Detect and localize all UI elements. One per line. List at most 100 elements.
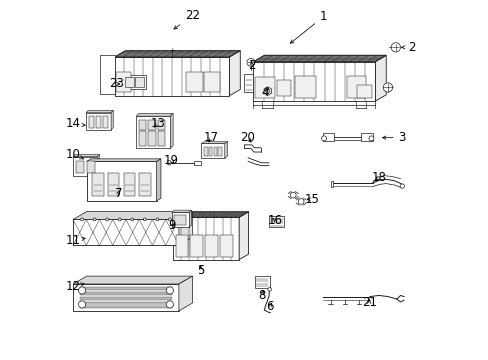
Circle shape (166, 301, 173, 308)
Circle shape (168, 218, 171, 221)
Bar (80, 297, 172, 298)
Bar (92, 173, 103, 197)
Bar (148, 131, 155, 145)
Polygon shape (253, 62, 375, 101)
Text: 9: 9 (168, 219, 176, 233)
Bar (96, 116, 101, 128)
Text: 21: 21 (361, 296, 376, 309)
Bar (255, 276, 269, 288)
Circle shape (78, 301, 85, 308)
Polygon shape (179, 276, 192, 311)
Text: 23: 23 (108, 77, 123, 90)
Bar (174, 215, 186, 225)
Bar (73, 157, 97, 176)
Bar (172, 212, 189, 227)
Bar (123, 173, 135, 197)
Bar (139, 173, 151, 197)
Text: 12: 12 (65, 280, 84, 293)
Bar (190, 235, 202, 257)
Bar (103, 116, 108, 128)
Bar (208, 147, 212, 156)
Bar (80, 307, 172, 308)
Bar (80, 287, 172, 288)
Bar (204, 235, 217, 257)
Text: 1: 1 (290, 10, 326, 43)
Polygon shape (73, 284, 179, 311)
Polygon shape (73, 276, 192, 284)
Bar (346, 76, 366, 98)
Bar (276, 80, 290, 96)
Text: 13: 13 (150, 117, 165, 130)
Text: 2: 2 (247, 59, 255, 72)
Text: 3: 3 (382, 131, 405, 144)
Circle shape (166, 287, 173, 294)
Text: 18: 18 (371, 171, 386, 184)
Polygon shape (224, 141, 227, 158)
Polygon shape (170, 113, 173, 148)
Bar (201, 143, 224, 158)
Bar (294, 76, 316, 98)
Bar (361, 134, 372, 141)
Bar (80, 304, 172, 306)
Polygon shape (73, 212, 192, 220)
Text: 4: 4 (261, 86, 268, 99)
Text: 2: 2 (401, 41, 415, 54)
Circle shape (105, 218, 108, 221)
Circle shape (321, 136, 326, 141)
Circle shape (93, 218, 96, 221)
Circle shape (78, 287, 85, 294)
Polygon shape (172, 212, 248, 217)
Bar (218, 147, 221, 156)
Polygon shape (229, 51, 240, 96)
Text: 6: 6 (265, 300, 273, 313)
Polygon shape (264, 87, 271, 95)
Bar (158, 120, 164, 130)
Polygon shape (330, 181, 333, 187)
Bar (123, 75, 145, 89)
Polygon shape (100, 55, 115, 94)
Text: 16: 16 (267, 214, 282, 227)
Polygon shape (86, 159, 161, 161)
Bar (220, 235, 232, 257)
Circle shape (265, 89, 269, 93)
Bar (186, 72, 202, 92)
Polygon shape (115, 57, 229, 96)
Bar (357, 85, 371, 98)
Bar (80, 289, 172, 291)
Polygon shape (239, 212, 248, 260)
Circle shape (368, 136, 373, 141)
Circle shape (118, 218, 121, 221)
Polygon shape (172, 217, 239, 260)
Bar (136, 116, 170, 148)
Bar (86, 161, 94, 173)
Bar (139, 120, 146, 130)
Polygon shape (86, 111, 113, 113)
Polygon shape (244, 74, 253, 92)
Circle shape (81, 218, 83, 221)
Bar (175, 235, 188, 257)
Bar (80, 294, 172, 296)
Bar (116, 72, 131, 92)
Circle shape (267, 288, 271, 291)
Bar (124, 77, 134, 87)
Circle shape (298, 199, 304, 204)
Bar (194, 161, 201, 165)
Polygon shape (253, 55, 386, 62)
Circle shape (246, 58, 254, 66)
Circle shape (383, 83, 392, 92)
Bar (139, 131, 146, 145)
Circle shape (390, 42, 400, 52)
Text: 17: 17 (203, 131, 219, 144)
Bar (108, 173, 119, 197)
Bar (213, 147, 217, 156)
Polygon shape (172, 210, 191, 212)
Circle shape (156, 218, 159, 221)
Polygon shape (97, 154, 100, 176)
Text: 10: 10 (65, 148, 83, 161)
Polygon shape (201, 141, 227, 143)
Polygon shape (375, 55, 386, 101)
Circle shape (399, 184, 404, 188)
Polygon shape (73, 154, 100, 157)
Polygon shape (111, 111, 113, 130)
Bar (89, 116, 94, 128)
